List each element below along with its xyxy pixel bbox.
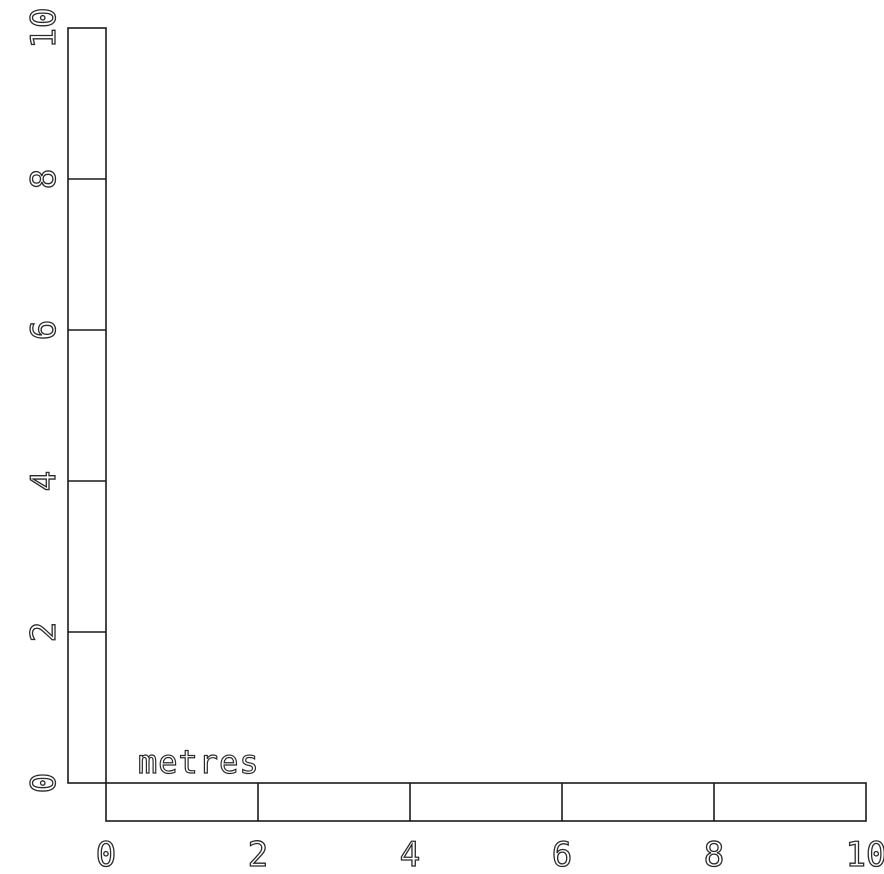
vertical-tick-label: 6 [24,320,64,340]
vertical-tick-label: 10 [24,8,64,49]
vertical-bar-outline [67,27,107,784]
horizontal-tick-label: 8 [704,835,724,874]
vertical-tick-label: 0 [24,773,64,793]
horizontal-tick-labels: 0 2 4 6 8 10 [95,834,884,874]
vertical-tick-label: 4 [24,471,64,491]
vertical-scale-bar: 0 2 4 6 8 10 [23,7,107,794]
horizontal-tick-label: 2 [248,835,268,874]
horizontal-tick-label: 4 [400,835,420,874]
horizontal-scale-bar: 0 2 4 6 8 10 [95,782,884,874]
horizontal-bar-dividers [257,783,715,821]
units-label: metres [138,743,260,781]
vertical-tick-label: 2 [24,622,64,642]
vertical-bar-dividers [68,178,106,633]
horizontal-tick-label: 10 [846,835,884,874]
horizontal-tick-label: 0 [96,835,116,874]
vertical-tick-label: 8 [24,169,64,189]
horizontal-tick-label: 6 [552,835,572,874]
vertical-tick-labels: 0 2 4 6 8 10 [23,7,64,794]
horizontal-bar-outline [105,782,867,822]
